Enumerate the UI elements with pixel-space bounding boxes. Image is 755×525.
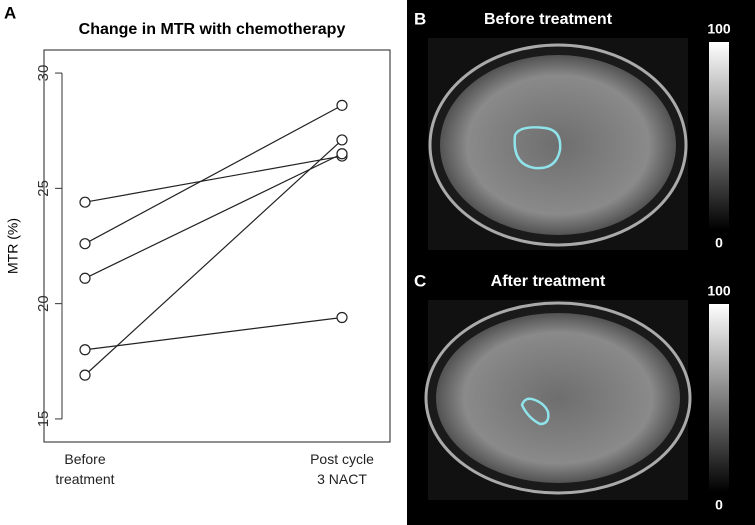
colorbar-max: 100 [707,283,731,299]
colorbar-min: 0 [715,497,723,513]
image-title: Before treatment [484,11,613,28]
tumor-outline [520,397,550,426]
mri-panel [424,300,692,500]
panel-label: B [414,9,426,28]
body [440,55,676,235]
plot: 15 20 25 30 Before treatment Post cycle 3 NACT [35,65,374,487]
point-marker [79,344,91,356]
x-tick-label: Post cycle 3 NACT [310,451,374,487]
body [436,313,680,483]
image-title: After treatment [491,273,606,290]
y-tick-label: 25 [35,180,52,197]
point-marker [336,148,348,160]
tumor-outline [513,126,562,170]
panel-label: A [4,3,16,22]
colorbar-min: 0 [715,235,723,251]
plot-frame [43,49,391,443]
colorbar [709,42,729,230]
y-tick-label: 15 [35,411,52,428]
chart-title: Change in MTR with chemotherapy [79,21,346,38]
y-tick-label: 30 [35,65,52,82]
mri-panel [428,38,688,250]
series-line [84,316,343,351]
colorbar [709,304,729,492]
series-line [84,153,343,279]
panel-label: C [414,271,426,290]
point-marker [79,238,91,250]
point-marker [336,311,348,324]
point-marker [336,99,348,111]
y-axis-label: MTR (%) [5,218,21,274]
point-marker [79,369,91,381]
image-annotations: B Before treatment 100 0 C After treatment 100… [414,9,731,512]
point-marker [79,272,91,284]
colorbar-max: 100 [707,21,731,37]
series-line [84,139,343,376]
series-line [84,104,343,245]
point-marker [79,196,91,208]
point-marker [336,134,348,146]
x-tick-label: Before treatment [55,451,114,487]
series-line [84,155,343,203]
y-tick-label: 20 [35,295,52,312]
